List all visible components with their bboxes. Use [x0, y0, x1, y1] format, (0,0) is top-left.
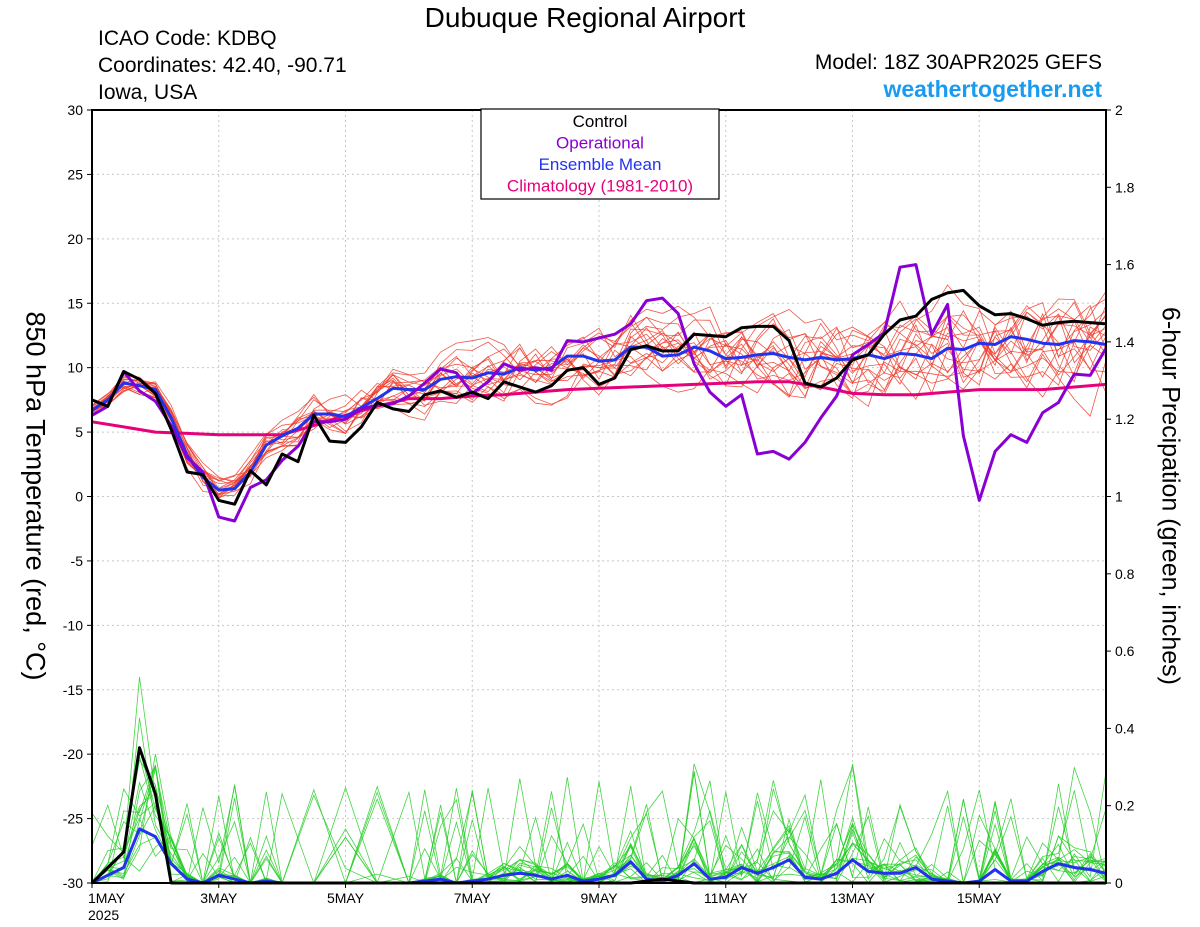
y-tick-label-left: 0: [75, 489, 83, 505]
temperature-member-line: [91, 300, 1107, 492]
control-temperature-line: [91, 288, 1107, 506]
icao-code: ICAO Code: KDBQ: [98, 27, 277, 50]
x-tick-label: 9MAY: [580, 890, 618, 906]
temperature-member-line: [91, 301, 1107, 495]
precip-member-line: [91, 676, 1107, 885]
y-tick-label-right: 0.8: [1115, 566, 1135, 582]
y-tick-label-right: 2: [1115, 102, 1123, 118]
climatology-1981-2010-temperature-line: [91, 380, 1107, 437]
model-run: Model: 18Z 30APR2025 GEFS: [814, 51, 1102, 74]
y-tick-label-left: 5: [75, 424, 83, 440]
brand-link[interactable]: weathertogether.net: [883, 76, 1102, 102]
coordinates: Coordinates: 42.40, -90.71: [98, 54, 347, 77]
y-tick-label-left: 15: [67, 295, 83, 311]
x-tick-label: 1MAY: [88, 890, 126, 906]
legend-entry: Climatology (1981-2010): [507, 177, 693, 196]
legend-entry: Operational: [556, 134, 644, 153]
legend-box: [480, 108, 720, 200]
y-tick-label-right: 1: [1115, 489, 1123, 505]
region: Iowa, USA: [98, 81, 198, 104]
y-tick-label-right: 1.2: [1115, 411, 1135, 427]
legend-entry: Control: [573, 112, 628, 131]
x-tick-sublabel: 2025: [88, 907, 119, 923]
chart-title: Dubuque Regional Airport: [424, 2, 746, 33]
y-tick-label-right: 0.4: [1115, 720, 1135, 736]
x-tick-label: 3MAY: [200, 890, 238, 906]
temperature-member-line: [91, 328, 1107, 496]
y-tick-label-left: 30: [67, 102, 83, 118]
y-tick-label-right: 1.4: [1115, 334, 1135, 350]
y-tick-label-right: 0: [1115, 875, 1123, 891]
legend-entry: Ensemble Mean: [539, 155, 662, 174]
y-tick-label-right: 1.6: [1115, 257, 1135, 273]
ensemble-mean-temperature-line: [91, 335, 1107, 492]
y-tick-label-right: 0.2: [1115, 798, 1135, 814]
x-tick-label: 15MAY: [957, 890, 1003, 906]
temperature-member-line: [91, 305, 1107, 499]
y-tick-label-left: -15: [63, 682, 83, 698]
y-tick-label-left: -10: [63, 617, 83, 633]
y-tick-label-right: 1.8: [1115, 179, 1135, 195]
x-tick-label: 13MAY: [830, 890, 876, 906]
y-tick-label-left: -30: [63, 875, 83, 891]
x-tick-label: 7MAY: [454, 890, 492, 906]
temperature-member-line: [91, 284, 1107, 490]
y-tick-label-left: -20: [63, 746, 83, 762]
y-tick-label-left: 25: [67, 166, 83, 182]
y-tick-label-right: 0.6: [1115, 643, 1135, 659]
y-tick-label-left: -25: [63, 811, 83, 827]
y-tick-label-left: 20: [67, 231, 83, 247]
x-tick-label: 11MAY: [704, 890, 748, 906]
operational-temperature-line: [91, 263, 1108, 523]
temperature-member-line: [91, 298, 1107, 482]
y-tick-label-left: 10: [67, 360, 83, 376]
y-tick-label-left: -5: [71, 553, 84, 569]
x-tick-label: 5MAY: [327, 890, 365, 906]
